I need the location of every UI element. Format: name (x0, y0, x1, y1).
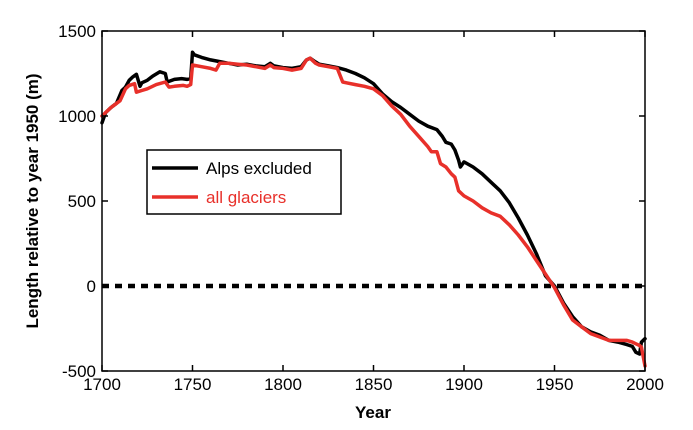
x-tick-label: 1900 (445, 375, 483, 394)
series-line-all-glaciers (100, 56, 647, 368)
legend-label-all-glaciers: all glaciers (206, 188, 286, 207)
y-axis-label: Length relative to year 1950 (m) (23, 73, 42, 328)
y-tick-label: 1500 (58, 22, 96, 41)
legend-box (146, 149, 342, 215)
legend: Alps excluded all glaciers (146, 149, 342, 215)
x-tick-label: 1700 (83, 375, 121, 394)
x-tick-label: 1800 (264, 375, 302, 394)
axes: 1700 1750 1800 1850 1900 1950 2000 -500 0 500 1000… (58, 22, 664, 394)
y-tick-label: -500 (62, 362, 96, 381)
x-tick-label: 1850 (355, 375, 393, 394)
x-axis-label: Year (355, 403, 391, 422)
x-tick-label: 1750 (174, 375, 212, 394)
y-tick-label: 1000 (58, 107, 96, 126)
y-tick-label: 500 (68, 192, 96, 211)
x-tick-label: 1950 (536, 375, 574, 394)
x-tick-label: 2000 (626, 375, 664, 394)
plot-area (100, 50, 647, 368)
legend-label-alps-excluded: Alps excluded (206, 159, 312, 178)
y-tick-label: 0 (87, 277, 96, 296)
